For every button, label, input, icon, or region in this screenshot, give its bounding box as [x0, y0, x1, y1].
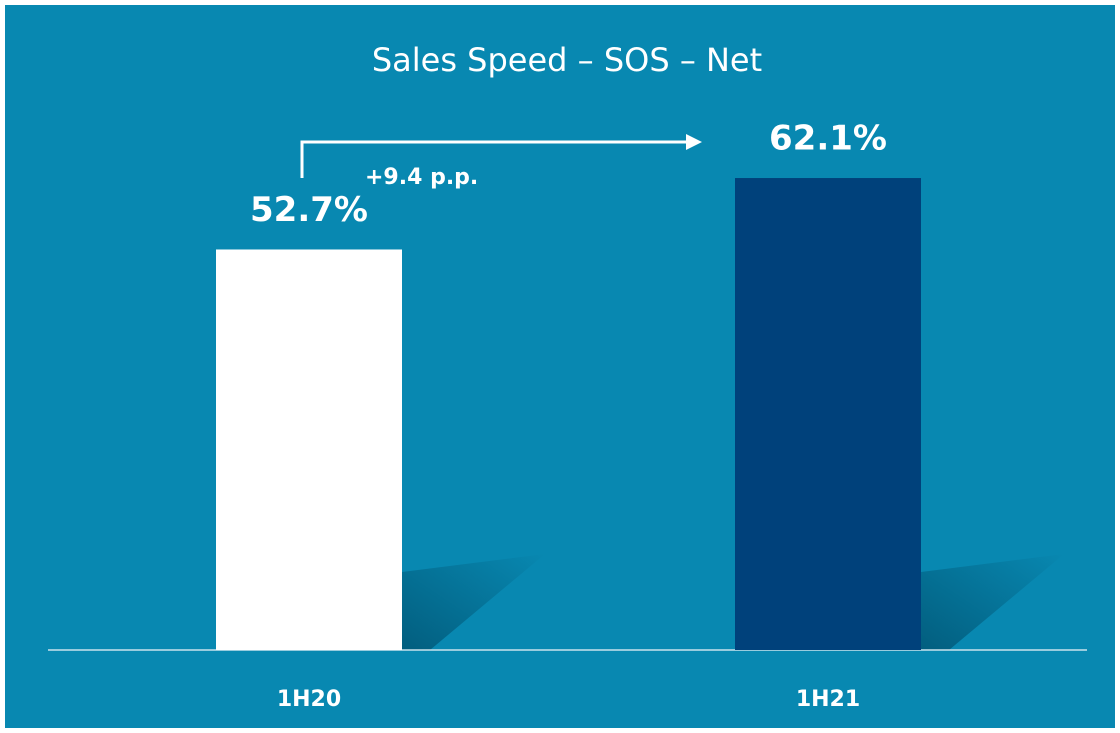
- change-arrow: [300, 140, 688, 178]
- annotation: +9.4 p.p.: [365, 165, 478, 190]
- x-tick-label: 1H21: [796, 687, 860, 712]
- x-tick-label: 1H20: [277, 687, 341, 712]
- bar: [216, 249, 402, 651]
- value-label: 52.7%: [250, 190, 368, 230]
- bar-shadow: [921, 554, 1064, 650]
- chart-title: Sales Speed – SOS – Net: [372, 41, 762, 79]
- arrow-head: [686, 134, 702, 150]
- shadows: [402, 554, 1064, 650]
- bar: [735, 178, 921, 651]
- bar-shadow: [402, 554, 545, 650]
- value-label: 62.1%: [769, 119, 887, 159]
